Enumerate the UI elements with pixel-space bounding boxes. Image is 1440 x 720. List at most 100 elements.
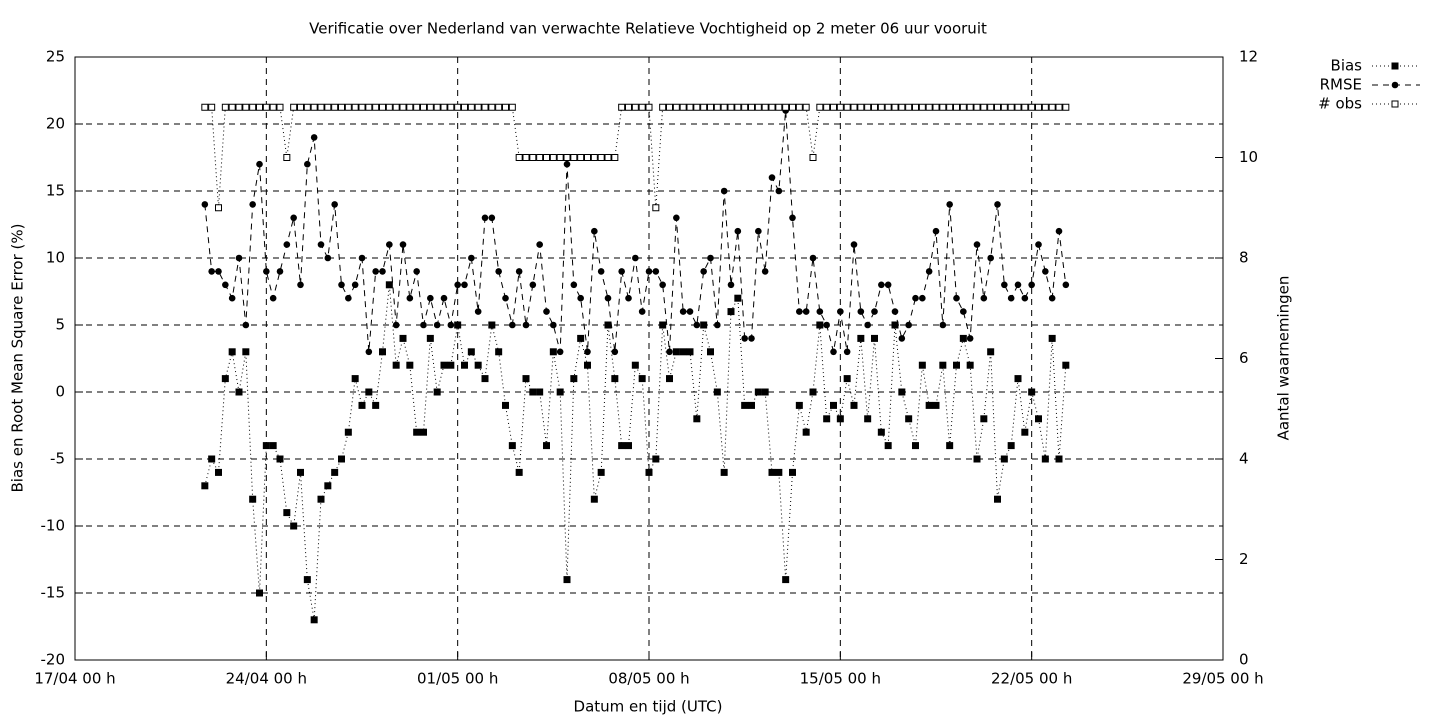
- point: [919, 294, 926, 302]
- point: [741, 401, 749, 409]
- point: [877, 428, 885, 436]
- point: [317, 103, 325, 111]
- point: [426, 334, 434, 342]
- point: [673, 214, 680, 222]
- point: [959, 103, 967, 111]
- point: [734, 294, 742, 302]
- point: [392, 361, 400, 369]
- y2-tick-label: 0: [1239, 651, 1249, 669]
- point: [372, 268, 379, 275]
- point: [256, 160, 263, 168]
- point: [713, 388, 721, 396]
- point: [768, 468, 776, 476]
- y-tick-label: 10: [46, 249, 65, 267]
- point: [679, 348, 687, 356]
- point: [734, 227, 742, 235]
- point: [447, 103, 455, 111]
- chart-title: Verificatie over Nederland van verwachte…: [309, 20, 987, 38]
- point: [249, 103, 257, 111]
- point: [604, 154, 612, 161]
- point: [925, 401, 933, 409]
- point: [372, 103, 380, 111]
- point: [228, 294, 236, 302]
- x-tick-label: 08/05 00 h: [608, 670, 689, 688]
- point: [666, 103, 673, 111]
- point: [666, 375, 673, 383]
- point: [549, 154, 557, 161]
- point: [276, 455, 284, 463]
- point: [543, 308, 550, 315]
- point: [420, 321, 427, 329]
- point: [1021, 103, 1029, 111]
- point: [454, 281, 461, 289]
- point: [495, 103, 503, 111]
- point: [577, 334, 585, 342]
- point: [413, 103, 421, 111]
- point: [1028, 103, 1036, 111]
- point: [871, 308, 878, 315]
- point: [912, 442, 919, 450]
- point: [481, 214, 489, 222]
- point: [884, 281, 892, 289]
- point: [522, 321, 530, 329]
- point: [864, 103, 872, 111]
- x-tick-label: 22/05 00 h: [991, 670, 1072, 688]
- point: [338, 281, 345, 289]
- point: [878, 281, 885, 289]
- y-tick-label: 25: [46, 48, 65, 66]
- point: [884, 103, 892, 111]
- point: [454, 103, 462, 111]
- point: [1007, 294, 1015, 302]
- point: [611, 348, 619, 356]
- point: [577, 154, 585, 161]
- point: [468, 254, 475, 262]
- point: [837, 308, 844, 315]
- series-line: [204, 106, 1066, 208]
- point: [338, 103, 345, 111]
- point: [242, 321, 250, 329]
- point: [939, 103, 947, 111]
- point: [529, 388, 537, 396]
- point: [857, 308, 865, 315]
- point: [864, 321, 871, 329]
- point: [666, 348, 673, 356]
- point: [802, 103, 810, 111]
- point: [228, 103, 236, 111]
- point: [850, 401, 858, 409]
- y2-tick-label: 12: [1239, 48, 1258, 66]
- point: [754, 103, 762, 111]
- point: [563, 154, 571, 161]
- point: [727, 308, 735, 316]
- point: [1000, 103, 1008, 111]
- point: [399, 241, 407, 248]
- point: [672, 348, 680, 356]
- point: [638, 375, 646, 383]
- point: [502, 103, 509, 111]
- point: [358, 401, 366, 409]
- point: [276, 268, 284, 275]
- point: [953, 103, 960, 111]
- point: [406, 294, 414, 302]
- point: [283, 154, 291, 161]
- point: [707, 103, 714, 111]
- point: [392, 103, 400, 111]
- point: [433, 321, 441, 329]
- point: [980, 415, 988, 423]
- point: [515, 268, 523, 275]
- x-tick-label: 29/05 00 h: [1182, 670, 1263, 688]
- point: [215, 268, 222, 275]
- point: [228, 348, 236, 356]
- point: [1062, 103, 1070, 111]
- point: [1014, 281, 1022, 289]
- point: [488, 103, 496, 111]
- point: [795, 401, 803, 409]
- point: [714, 321, 721, 329]
- point: [659, 281, 666, 289]
- y-tick-label: 15: [46, 182, 65, 200]
- point: [1007, 103, 1015, 111]
- point: [1042, 268, 1049, 275]
- x-tick-label: 01/05 00 h: [417, 670, 498, 688]
- point: [570, 154, 578, 161]
- point: [495, 268, 502, 275]
